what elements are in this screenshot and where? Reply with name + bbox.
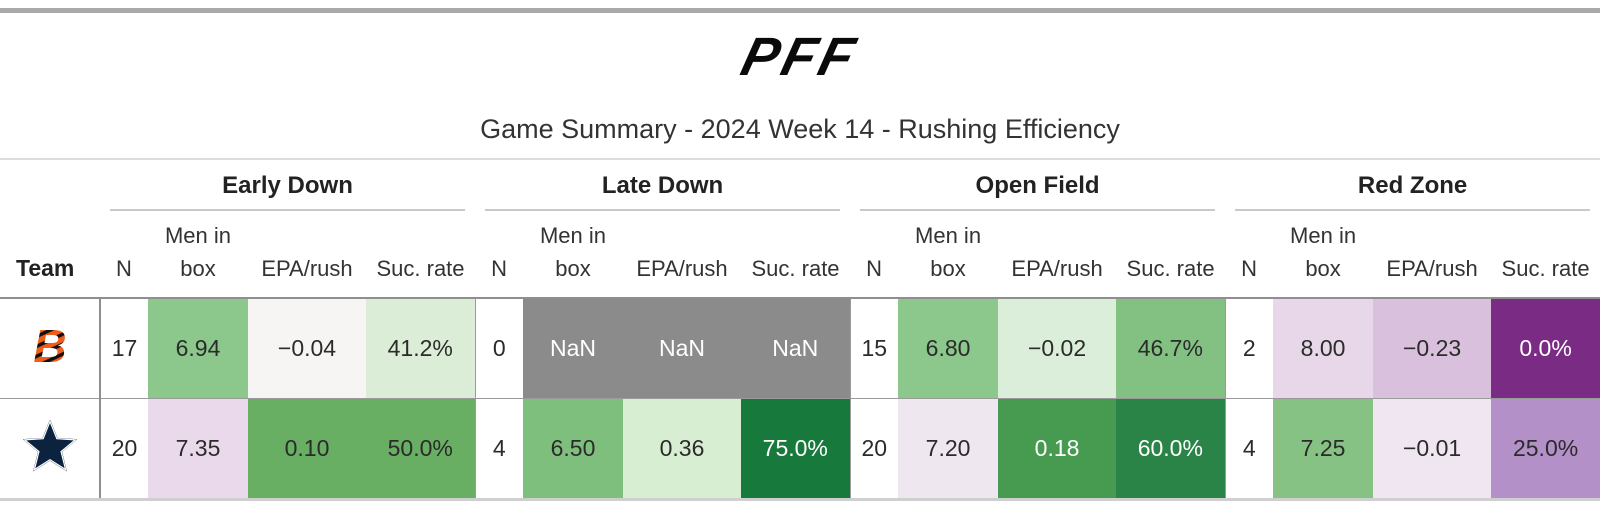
n-cell: 20 bbox=[100, 398, 148, 501]
stat-cell-epa: 0.10 bbox=[248, 398, 366, 501]
stat-cell-box: 7.25 bbox=[1273, 398, 1374, 501]
stat-cell-box: 7.20 bbox=[898, 398, 999, 501]
group-header-red-zone: Red Zone bbox=[1225, 158, 1600, 211]
stat-cell-box: NaN bbox=[523, 297, 624, 399]
group-header-row: Early Down Late Down Open Field Red Zone bbox=[0, 158, 1600, 211]
table-row: B 17 6.94 −0.04 41.2% 0 NaN NaN NaN 15 6… bbox=[0, 297, 1600, 399]
col-header-n: N bbox=[491, 256, 507, 281]
stat-cell-epa: −0.04 bbox=[248, 297, 366, 399]
stat-cell-epa: 0.18 bbox=[998, 398, 1117, 501]
col-header-suc: Suc. rate bbox=[1126, 256, 1215, 281]
stat-cell-box: 6.80 bbox=[898, 297, 999, 399]
stat-cell-epa: −0.02 bbox=[998, 297, 1117, 399]
rushing-efficiency-table: Early Down Late Down Open Field Red Zone… bbox=[0, 158, 1600, 501]
col-header-men-in-box: Men in box bbox=[915, 223, 982, 281]
table-row: 20 7.35 0.10 50.0% 4 6.50 0.36 75.0% 20 … bbox=[0, 398, 1600, 501]
stat-cell-epa: −0.01 bbox=[1373, 398, 1492, 501]
stat-cell-box: 6.50 bbox=[523, 398, 624, 501]
column-header-row: Team N Men in box EPA/rush Suc. rate N Me… bbox=[0, 211, 1600, 298]
stat-cell-epa: −0.23 bbox=[1373, 297, 1492, 399]
bengals-logo: B bbox=[32, 319, 67, 373]
col-header-n: N bbox=[1241, 256, 1257, 281]
col-header-men-in-box: Men in box bbox=[164, 223, 232, 281]
stat-cell-suc: 25.0% bbox=[1491, 398, 1600, 501]
header: PFF bbox=[0, 0, 1600, 94]
stat-cell-suc: 0.0% bbox=[1491, 297, 1600, 399]
top-divider bbox=[0, 8, 1600, 13]
cowboys-logo bbox=[22, 418, 77, 471]
col-header-men-in-box: Men in box bbox=[539, 223, 607, 281]
group-header-late-down: Late Down bbox=[475, 158, 851, 211]
col-header-epa: EPA/rush bbox=[1386, 256, 1478, 281]
col-header-men-in-box: Men in box bbox=[1290, 223, 1357, 281]
col-header-n: N bbox=[866, 256, 882, 281]
team-logo-cell bbox=[0, 398, 101, 501]
col-header-epa: EPA/rush bbox=[1011, 256, 1103, 281]
stat-cell-suc: 75.0% bbox=[741, 398, 851, 501]
group-header-spacer bbox=[0, 158, 100, 211]
n-cell: 4 bbox=[1224, 398, 1274, 501]
n-cell: 4 bbox=[474, 398, 524, 501]
n-cell: 15 bbox=[849, 297, 899, 399]
stat-cell-suc: 50.0% bbox=[366, 398, 476, 501]
col-header-epa: EPA/rush bbox=[261, 256, 353, 281]
n-cell: 0 bbox=[474, 297, 524, 399]
page-title: Game Summary - 2024 Week 14 - Rushing Ef… bbox=[480, 114, 1120, 144]
n-cell: 17 bbox=[100, 297, 148, 399]
group-header-early-down: Early Down bbox=[100, 158, 476, 211]
stat-cell-suc: 46.7% bbox=[1116, 297, 1226, 399]
col-header-suc: Suc. rate bbox=[376, 256, 465, 281]
stat-cell-suc: 41.2% bbox=[366, 297, 476, 399]
stat-cell-box: 7.35 bbox=[148, 398, 248, 501]
stat-cell-box: 6.94 bbox=[148, 297, 248, 399]
stat-cell-suc: NaN bbox=[741, 297, 851, 399]
stat-cell-box: 8.00 bbox=[1273, 297, 1374, 399]
col-header-n: N bbox=[116, 256, 132, 281]
col-header-epa: EPA/rush bbox=[636, 256, 728, 281]
col-header-suc: Suc. rate bbox=[751, 256, 840, 281]
n-cell: 20 bbox=[849, 398, 899, 501]
pff-logo: PFF bbox=[735, 27, 865, 87]
team-logo-cell: B bbox=[0, 297, 101, 399]
col-header-team: Team bbox=[16, 254, 75, 281]
col-header-suc: Suc. rate bbox=[1501, 256, 1590, 281]
stat-cell-epa: 0.36 bbox=[623, 398, 742, 501]
svg-text:B: B bbox=[33, 322, 66, 370]
n-cell: 2 bbox=[1224, 297, 1274, 399]
stat-cell-epa: NaN bbox=[623, 297, 742, 399]
group-header-open-field: Open Field bbox=[850, 158, 1226, 211]
stat-cell-suc: 60.0% bbox=[1116, 398, 1226, 501]
